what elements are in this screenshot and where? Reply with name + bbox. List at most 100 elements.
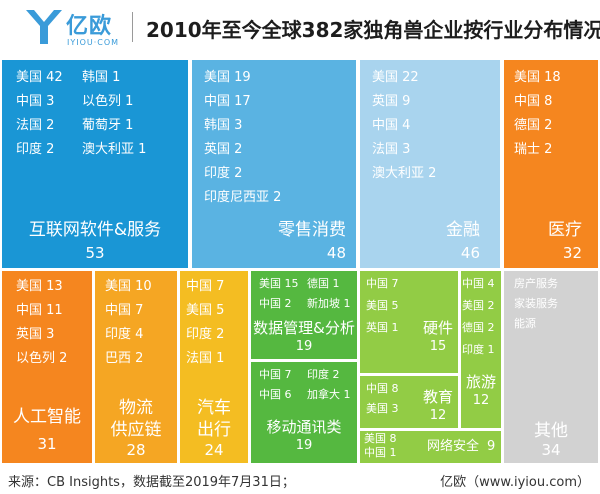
treemap-tile: 美国 22 英国 9 中国 4 法国 3 澳大利亚 2 金融 46 [360, 60, 500, 268]
tile-sector-name: 物流 供应链 [110, 398, 162, 440]
tile-sector-name: 其他 [534, 421, 568, 441]
tile-sector-name: 数据管理&分析 [253, 319, 355, 337]
tile-sector-count: 15 [429, 339, 447, 354]
treemap-tile: 中国 8 美国 3 教育 12 [360, 376, 458, 428]
logo-text: 亿欧 [66, 14, 113, 39]
tile-country-label: 澳大利亚 1 [82, 142, 147, 157]
tile-sector-count: 46 [460, 244, 480, 262]
tile-country-label: 美国 10 [105, 279, 152, 294]
tile-country-label: 美国 3 [366, 402, 399, 415]
logo-subtext: IYIOU·COM [67, 38, 120, 47]
tile-country-label: 美国 8 [364, 432, 397, 445]
treemap-tile: 美国 10 中国 7 印度 4 巴西 2 物流 供应链 28 [95, 271, 177, 463]
tile-country-label: 美国 42 [16, 70, 63, 85]
tile-country-label: 美国 2 [462, 299, 495, 312]
tile-country-label: 中国 4 [372, 118, 411, 133]
tile-sector-name: 互联网软件&服务 [28, 220, 162, 240]
source-note: 来源：CB Insights，数据截至2019年7月31日； [8, 475, 295, 490]
tile-country-label: 中国 11 [16, 303, 63, 318]
tile-sector-count: 9 [487, 439, 496, 454]
tile-sector-count: 53 [85, 244, 105, 262]
tile-country-label: 英国 9 [372, 94, 411, 109]
tile-country-label: 中国 3 [16, 94, 55, 109]
footer: 来源：CB Insights，数据截至2019年7月31日； 亿欧（www.iy… [0, 466, 600, 494]
tile-country-label: 以色列 2 [16, 351, 68, 366]
tile-country-label: 瑞士 2 [514, 142, 553, 157]
tile-sector-count: 24 [204, 441, 224, 459]
tile-country-label: 美国 15 [259, 277, 299, 290]
tile-country-label: 中国 1 [364, 446, 397, 459]
tile-country-label: 中国 7 [259, 368, 292, 381]
tile-sector-name: 医疗 [548, 220, 582, 240]
tile-country-label: 中国 6 [259, 388, 292, 401]
tile-country-label: 加拿大 1 [307, 388, 351, 401]
tile-country-label: 巴西 2 [105, 351, 144, 366]
tile-country-label: 德国 2 [514, 118, 553, 133]
page-title: 2010年至今全球382家独角兽企业按行业分布情况 [146, 18, 600, 42]
tile-country-label: 能源 [514, 317, 536, 330]
tile-sector-name: 网络安全 [426, 439, 479, 454]
tile-sector-count: 19 [295, 339, 313, 354]
tile-sector-name: 金融 [446, 220, 480, 240]
tile-country-label: 英国 2 [204, 142, 243, 157]
tile-country-label: 法国 1 [186, 351, 225, 366]
tile-sector-count: 12 [472, 393, 490, 408]
treemap-tile: 中国 7 美国 5 英国 1 硬件 15 [360, 271, 458, 373]
iyiou-logo-icon [26, 10, 62, 44]
tile-country-label: 印度 2 [16, 142, 55, 157]
tile-country-label: 印度 2 [307, 368, 340, 381]
tile-country-label: 中国 2 [259, 297, 292, 310]
tile-country-label: 家装服务 [514, 297, 558, 310]
tile-country-label: 中国 8 [514, 94, 553, 109]
tile-sector-count: 34 [541, 441, 561, 459]
tile-country-label: 美国 18 [514, 70, 561, 85]
header: 亿欧 IYIOU·COM 2010年至今全球382家独角兽企业按行业分布情况 [0, 0, 600, 56]
treemap-chart: 美国 42 中国 3 法国 2 印度 2 韩国 1 以色列 1 葡萄牙 1 澳大利亚 1 互联网… [0, 58, 600, 464]
tile-country-label: 美国 5 [186, 303, 225, 318]
tile-sector-name: 旅游 [465, 373, 496, 391]
tile-country-label: 葡萄牙 1 [82, 118, 134, 133]
tile-sector-count: 32 [562, 244, 582, 262]
tile-country-label: 房产服务 [514, 277, 558, 290]
tile-sector-count: 12 [429, 408, 447, 423]
tile-country-label: 韩国 3 [204, 118, 243, 133]
tile-sector-name: 移动通讯类 [266, 418, 342, 436]
tile-country-label: 中国 7 [105, 303, 144, 318]
tile-sector-count: 31 [37, 435, 57, 453]
tile-country-label: 中国 17 [204, 94, 251, 109]
tile-sector-name: 人工智能 [13, 407, 81, 427]
treemap-tile: 美国 13 中国 11 英国 3 以色列 2 人工智能 31 [2, 271, 92, 463]
logo-divider [132, 12, 133, 42]
tile-sector-name: 零售消费 [278, 220, 346, 240]
tile-country-label: 美国 19 [204, 70, 251, 85]
tile-country-label: 英国 1 [366, 321, 399, 334]
treemap-tile: 中国 7 美国 5 印度 2 法国 1 汽车 出行 24 [180, 271, 248, 463]
tile-country-label: 英国 3 [16, 327, 55, 342]
treemap-tile: 美国 18 中国 8 德国 2 瑞士 2 医疗 32 [504, 60, 598, 268]
tile-country-label: 印度 1 [462, 343, 495, 356]
tile-country-label: 中国 7 [366, 277, 399, 290]
tile-sector-name: 硬件 [422, 319, 453, 337]
tile-country-label: 中国 8 [366, 382, 399, 395]
tile-country-label: 韩国 1 [82, 70, 121, 85]
tile-country-label: 美国 5 [366, 299, 399, 312]
tile-sector-count: 19 [295, 438, 313, 453]
tile-country-label: 中国 7 [186, 279, 225, 294]
tile-country-label: 印度 4 [105, 327, 144, 342]
tile-country-label: 法国 3 [372, 142, 411, 157]
tile-country-label: 德国 2 [462, 321, 495, 334]
tile-country-label: 德国 1 [307, 277, 340, 290]
tile-sector-name: 教育 [422, 388, 453, 406]
treemap-tile: 美国 8 中国 1 网络安全 9 [360, 431, 501, 463]
tile-country-label: 中国 4 [462, 277, 495, 290]
treemap-tile: 中国 4 美国 2 德国 2 印度 1 旅游 12 [461, 271, 501, 428]
tile-sector-name: 汽车 出行 [197, 398, 231, 440]
tile-country-label: 印度 2 [186, 327, 225, 342]
tile-country-label: 美国 22 [372, 70, 419, 85]
tile-country-label: 法国 2 [16, 118, 55, 133]
tile-country-label: 澳大利亚 2 [372, 166, 437, 181]
tile-country-label: 印度 2 [204, 166, 243, 181]
tile-sector-count: 48 [326, 244, 346, 262]
tile-country-label: 新加坡 1 [307, 297, 351, 310]
treemap-tile: 美国 42 中国 3 法国 2 印度 2 韩国 1 以色列 1 葡萄牙 1 澳大利亚 1 互联网… [2, 60, 188, 268]
